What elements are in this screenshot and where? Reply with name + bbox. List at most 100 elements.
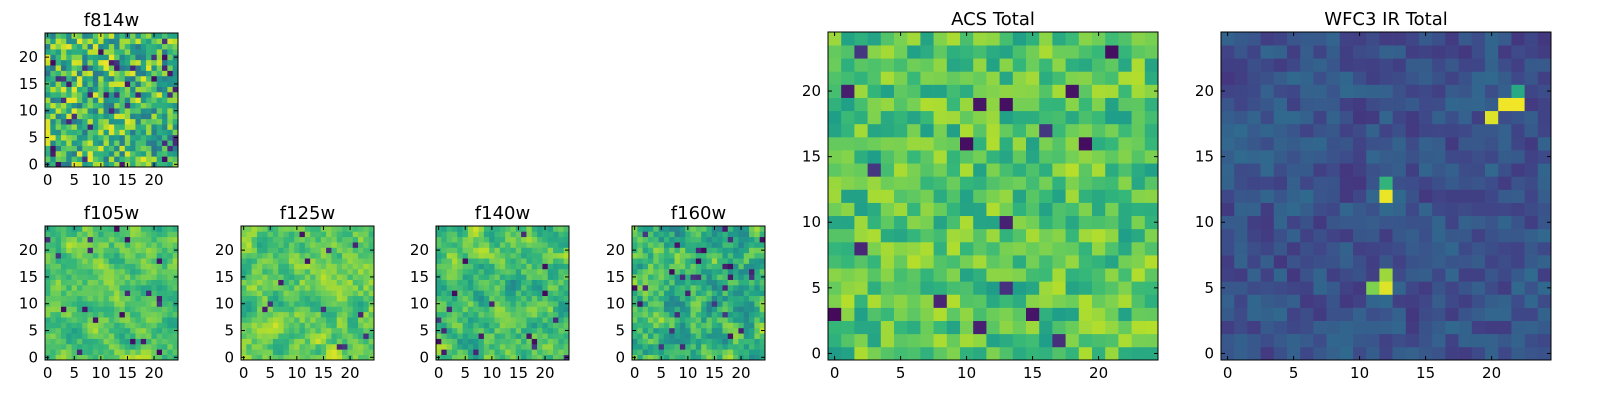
heatmap-cell (563, 226, 570, 232)
heatmap-cell (1339, 71, 1354, 85)
heatmap-cell (167, 97, 174, 104)
heatmap-cell (1326, 255, 1341, 269)
heatmap-cell (55, 70, 62, 77)
heatmap-cell (162, 306, 168, 313)
heatmap-cell (82, 226, 88, 232)
heatmap-cell (92, 333, 99, 339)
heatmap-cell (1052, 136, 1066, 151)
heatmap-cell (695, 247, 702, 254)
heatmap-cell (55, 274, 62, 280)
heatmap-cell (60, 124, 67, 130)
heatmap-cell (45, 295, 51, 302)
heatmap-cell (526, 231, 533, 238)
heatmap-cell (1144, 307, 1159, 321)
heatmap-cell (342, 327, 348, 334)
x-tick-label: 5 (69, 364, 79, 382)
heatmap-cell (336, 338, 343, 345)
heatmap-cell (76, 333, 83, 339)
heatmap-cell (135, 70, 142, 77)
heatmap-cell (1092, 333, 1106, 348)
heatmap-cell (135, 231, 142, 238)
heatmap-cell (1326, 84, 1341, 98)
heatmap-cell (1052, 294, 1066, 308)
heatmap-cell (1471, 32, 1486, 46)
heatmap-cell (151, 43, 158, 50)
heatmap-cell (722, 311, 729, 318)
heatmap-cell (283, 258, 290, 264)
heatmap-cell (66, 161, 72, 168)
heatmap-cell (894, 71, 908, 85)
heatmap-cell (1432, 45, 1446, 59)
heatmap-cell (1092, 163, 1106, 177)
heatmap-cell (478, 247, 485, 254)
heatmap-cell (172, 242, 179, 248)
heatmap-cell (547, 295, 554, 302)
heatmap-cell (462, 306, 469, 313)
heatmap-cell (241, 317, 247, 323)
heatmap-cell (50, 129, 56, 136)
heatmap-cell (310, 263, 316, 270)
heatmap-cell (256, 263, 263, 270)
heatmap-cell (451, 284, 458, 291)
y-tick-label: 20 (606, 241, 625, 259)
heatmap-cell (499, 226, 506, 232)
heatmap-cell (473, 354, 479, 361)
heatmap-cell (999, 32, 1014, 46)
heatmap-cell (347, 349, 354, 355)
heatmap-cell (505, 317, 511, 323)
heatmap-cell (342, 236, 348, 243)
heatmap-cell (537, 252, 543, 259)
heatmap-cell (1065, 333, 1080, 348)
heatmap-cell (66, 54, 72, 61)
heatmap-cell (1247, 58, 1261, 72)
heatmap-cell (82, 97, 88, 104)
heatmap-cell (637, 252, 643, 259)
heatmap-cell (1326, 202, 1341, 217)
heatmap-cell (124, 86, 131, 93)
heatmap-cell (342, 333, 348, 339)
heatmap-cell (647, 317, 654, 323)
heatmap-cell (1287, 58, 1301, 72)
heatmap-cell (526, 236, 533, 243)
heatmap-cell (690, 258, 697, 264)
heatmap-cell (119, 311, 126, 318)
heatmap-cell (999, 268, 1014, 282)
heatmap-cell (436, 242, 442, 248)
heatmap-cell (695, 322, 702, 329)
heatmap-cell (717, 231, 723, 238)
heatmap-cell (743, 226, 750, 232)
heatmap-cell (1471, 163, 1486, 177)
heatmap-cell (315, 284, 322, 291)
axes-frame (631, 225, 766, 361)
heatmap-cell (733, 338, 739, 345)
heatmap-cell (130, 242, 136, 248)
heatmap-cell (246, 268, 252, 275)
heatmap-cell (749, 354, 755, 361)
heatmap-cell (342, 258, 348, 264)
heatmap-cell (558, 311, 565, 318)
heatmap-cell (135, 327, 142, 334)
heatmap-cell (352, 317, 359, 323)
heatmap-cell (1458, 97, 1473, 112)
heatmap-cell (738, 268, 745, 275)
heatmap-cell (1026, 281, 1040, 295)
heatmap-cell (267, 263, 274, 270)
heatmap-cell (288, 279, 295, 286)
y-tick-label: 5 (224, 322, 234, 340)
heatmap-cell (960, 32, 974, 46)
heatmap-cell (1012, 228, 1027, 243)
heatmap-cell (674, 338, 681, 345)
heatmap-cell (505, 284, 511, 291)
heatmap-cell (457, 274, 463, 280)
heatmap-cell (1458, 215, 1473, 230)
heatmap-cell (1392, 163, 1407, 177)
heatmap-cell (894, 255, 908, 269)
heatmap-cell (1026, 268, 1040, 282)
heatmap-cell (1247, 97, 1261, 112)
heatmap-cell (140, 252, 147, 259)
heatmap-cell (1078, 281, 1093, 295)
heatmap-cell (1524, 136, 1539, 151)
heatmap-cell (172, 33, 179, 39)
heatmap-cell (880, 176, 895, 190)
heatmap-cell (130, 247, 136, 254)
